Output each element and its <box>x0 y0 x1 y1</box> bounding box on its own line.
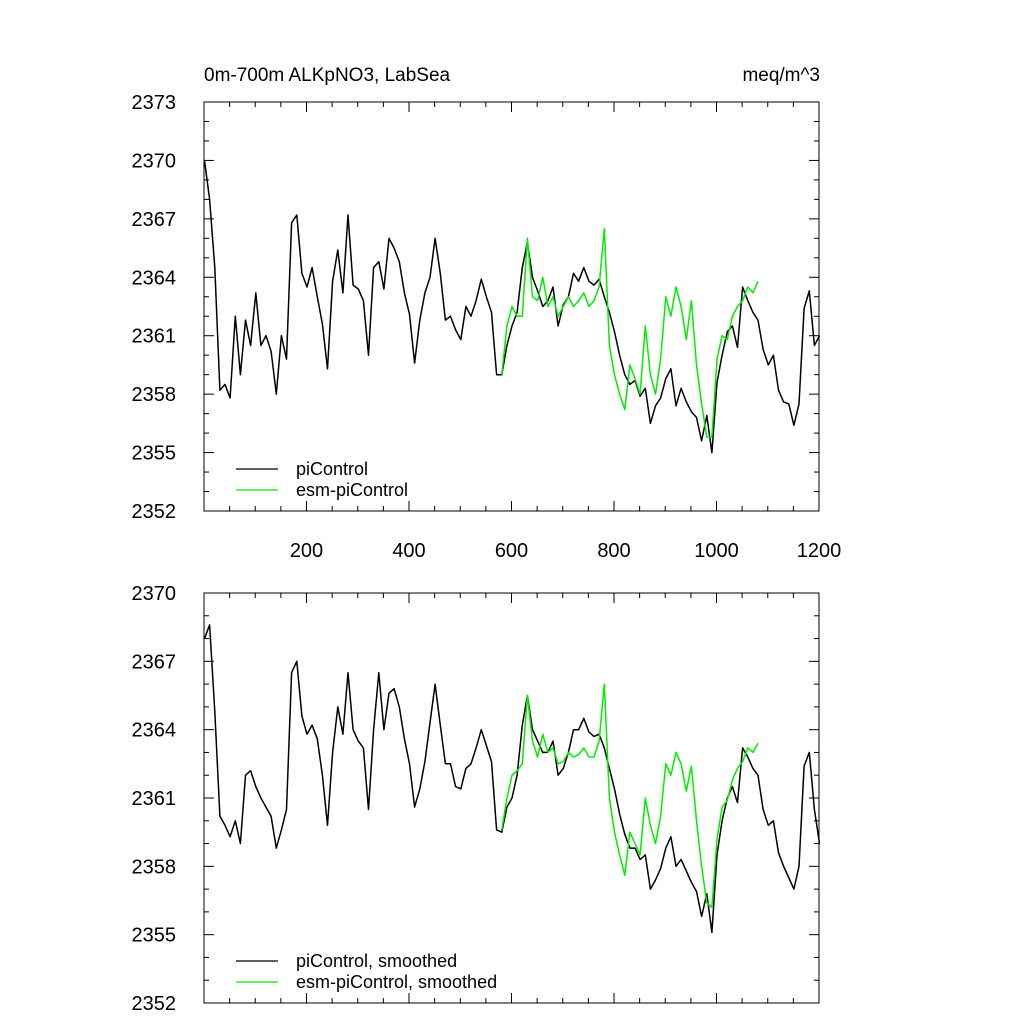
units-label: meq/m^3 <box>742 65 820 86</box>
x-tick-label: 800 <box>597 540 630 562</box>
bottom-panel: 2352 2355 2358 2361 2364 2367 2370 piControl, … <box>132 583 821 1015</box>
legend-label-esm-picontrol-smoothed: esm-piControl, smoothed <box>296 972 497 992</box>
y-tick-label: 2352 <box>132 501 177 523</box>
x-tick-label: 1200 <box>797 540 842 562</box>
top-panel: 2352 2355 2358 2361 2364 2367 2370 2373 200 400 60… <box>132 92 842 562</box>
y-tick-label: 2370 <box>132 150 177 172</box>
y-tick-label: 2367 <box>132 209 177 231</box>
y-tick-label: 2361 <box>132 788 177 810</box>
series-line-picontrol-smoothed <box>203 624 821 934</box>
x-tick-label: 200 <box>290 540 323 562</box>
top-axis-ticks: 2352 2355 2358 2361 2364 2367 2370 2373 200 400 60… <box>132 92 842 562</box>
series-line-picontrol <box>203 160 821 454</box>
legend-label-esm-picontrol: esm-piControl <box>296 480 408 500</box>
top-series-lines <box>203 160 821 454</box>
legend-label-picontrol: piControl <box>296 459 368 479</box>
y-tick-label: 2364 <box>132 267 177 289</box>
series-line-esm-picontrol <box>501 227 759 438</box>
y-tick-label: 2367 <box>132 651 177 673</box>
y-tick-label: 2364 <box>132 720 177 742</box>
legend-label-picontrol-smoothed: piControl, smoothed <box>296 951 457 971</box>
x-tick-label: 1000 <box>694 540 739 562</box>
bottom-legend: piControl, smoothed esm-piControl, smoot… <box>236 951 497 992</box>
bottom-series-lines <box>203 624 821 934</box>
x-tick-label: 600 <box>495 540 528 562</box>
y-tick-label: 2361 <box>132 326 177 348</box>
top-legend: piControl esm-piControl <box>236 459 408 500</box>
bottom-axis-ticks: 2352 2355 2358 2361 2364 2367 2370 <box>132 583 820 1015</box>
series-line-esm-picontrol-smoothed <box>501 683 759 909</box>
y-tick-label: 2352 <box>132 993 177 1015</box>
chart-title: 0m-700m ALKpNO3, LabSea <box>204 65 451 86</box>
y-tick-label: 2370 <box>132 583 177 605</box>
y-tick-label: 2373 <box>132 92 177 114</box>
y-tick-label: 2355 <box>132 925 177 947</box>
y-tick-label: 2355 <box>132 443 177 465</box>
y-tick-label: 2358 <box>132 856 177 878</box>
y-tick-label: 2358 <box>132 384 177 406</box>
x-tick-label: 400 <box>392 540 425 562</box>
